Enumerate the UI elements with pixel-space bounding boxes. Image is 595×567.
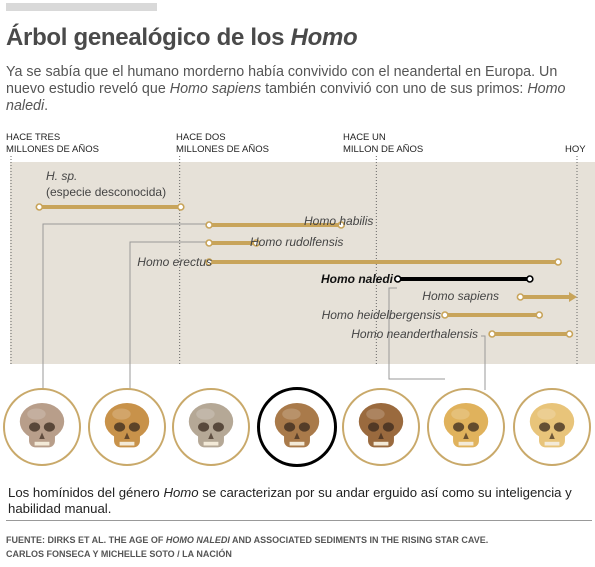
range-start-marker [488,330,496,338]
skull-neanderthalensis-icon [427,388,505,466]
era-label-2m: HACE DOS MILLONES DE AÑOS [176,132,269,155]
species-row: Homo rudolfensis [205,235,343,249]
species-label: Homo habilis [304,214,373,228]
skull-drawing [274,402,320,448]
eye-socket [368,422,380,432]
title-emphasis: Homo [290,24,358,51]
skull-drawing [188,402,234,448]
species-row: H. sp. (especie desconocida) [35,169,185,211]
eye-socket [467,422,479,432]
species-row: Homo habilis [205,214,373,229]
highlight [537,408,556,420]
eye-socket [382,422,394,432]
teeth [373,441,389,446]
highlight [27,408,46,420]
nasal-cavity [378,432,384,440]
range-start-marker [205,258,213,266]
skull-hsp-icon [3,388,81,466]
range-start-marker [516,293,525,301]
era-label-today: HOY [565,144,586,155]
highlight [112,408,131,420]
species-label: Homo neanderthalensis [351,327,478,341]
eye-socket [539,422,551,432]
intro-paragraph: Ya se sabía que el humano morderno había… [6,64,566,114]
species-label: Homo sapiens [422,289,499,303]
range-start-marker [35,203,44,211]
highlight [451,408,470,420]
eye-socket [29,422,41,432]
eye-socket [453,422,465,432]
species-label: Homo naledi [321,272,394,286]
timeline-chart: H. sp. (especie desconocida) Homo habilis H… [10,156,595,390]
teeth [458,441,474,446]
teeth [119,441,135,446]
skull-erectus-icon [172,388,250,466]
skull-drawing [19,402,65,448]
skull-drawing [443,402,489,448]
teeth [289,441,305,446]
source-credit: FUENTE: DIRKS ET AL. THE AGE OF HOMO NAL… [6,535,489,559]
eye-socket [553,422,565,432]
nasal-cavity [463,432,469,440]
species-label: Homo rudolfensis [250,235,343,249]
species-label: Homo heidelbergensis [322,308,441,322]
species-row: Homo sapiens [422,289,577,303]
skull-drawing [358,402,404,448]
highlight [196,408,215,420]
nasal-cavity [124,432,130,440]
eye-socket [212,422,224,432]
range-end-marker [337,221,345,229]
eye-socket [114,422,126,432]
skull-drawing [529,402,575,448]
species-label: H. sp. [46,169,77,183]
range-end-marker [252,239,261,247]
range-end-marker [535,311,544,319]
species-row: Homo heidelbergensis [322,308,544,322]
range-end-marker [565,330,574,338]
connector-line [129,241,213,390]
eye-socket [128,422,140,432]
connector-line [42,223,213,390]
eye-socket [198,422,210,432]
range-end-marker [554,258,562,266]
eye-socket [43,422,55,432]
highlight [282,408,301,420]
era-label-1m: HACE UN MILLON DE AÑOS [343,132,424,155]
range-end-marker [526,275,534,283]
connector-line [481,335,486,390]
species-row: Homo neanderthalensis [351,327,574,341]
skull-habilis-icon [88,388,166,466]
footnote-text: Los homínidos del género Homo se caracte… [8,485,572,516]
nasal-cavity [208,432,214,440]
nasal-cavity [549,432,555,440]
connector-line [388,287,445,380]
skull-naledi-icon [257,387,337,467]
page-title: Árbol genealógico de los Homo [6,24,358,51]
range-end-marker [177,203,185,211]
era-label-3m: HACE TRES MILLONES DE AÑOS [6,132,99,155]
eye-socket [298,422,310,432]
species-row: Homo erectus [137,255,562,269]
species-row: Homo naledi [321,272,534,286]
teeth [203,441,219,446]
nasal-cavity [294,432,300,440]
species-note: (especie desconocida) [46,185,166,199]
top-decorative-bar [6,3,157,11]
highlight [366,408,385,420]
divider [6,520,592,521]
range-start-marker [205,239,213,247]
nasal-cavity [39,432,45,440]
teeth [544,441,560,446]
range-start-marker [441,311,449,319]
range-start-marker [205,221,213,229]
species-label: Homo erectus [137,255,212,269]
skull-drawing [104,402,150,448]
range-start-marker [393,275,402,283]
eye-socket [284,422,296,432]
teeth [34,441,50,446]
skull-heidelbergensis-icon [342,388,420,466]
skull-sapiens-icon [513,388,591,466]
arrow-head-icon [569,292,577,302]
